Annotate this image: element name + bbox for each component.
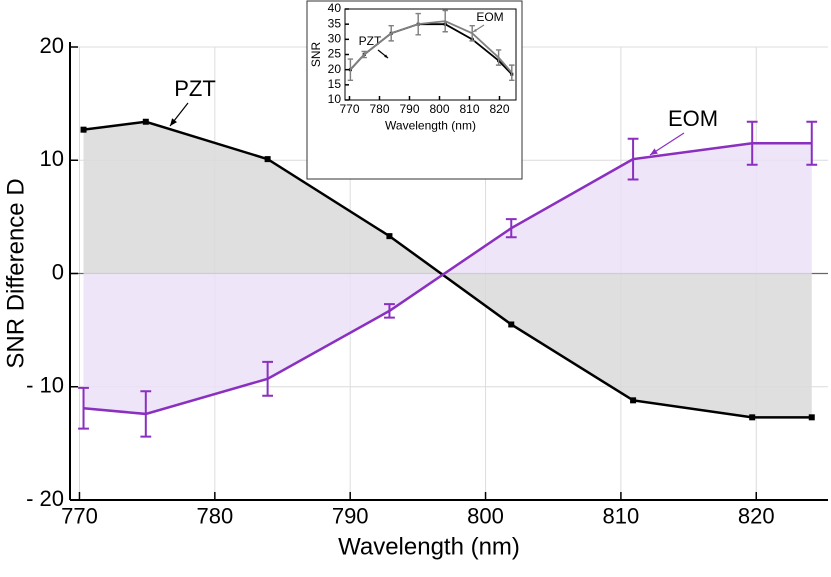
error-bar	[388, 24, 394, 42]
x-tick-label: 800	[429, 102, 449, 116]
y-tick-label: 20	[328, 62, 342, 76]
main-chart: PZT EOM 770 780 790 800 810 820 - 20 - 10 0 10 20 Wav…	[2, 33, 828, 561]
marker	[386, 233, 393, 240]
marker	[80, 126, 87, 133]
marker	[749, 414, 756, 421]
y-tick-label: 10	[40, 146, 64, 171]
error-bar	[746, 120, 758, 166]
area	[83, 121, 812, 418]
marker	[630, 397, 637, 404]
x-tick-label: 810	[459, 102, 479, 116]
marker	[508, 321, 515, 328]
marker	[142, 118, 149, 125]
error-bar	[384, 303, 395, 319]
x-tick-label: 790	[399, 102, 419, 116]
arrow-head	[650, 148, 658, 155]
error-bar	[495, 49, 502, 66]
series-line	[83, 142, 812, 416]
x-tick-label: 800	[467, 503, 504, 528]
x-tick-label: 820	[738, 503, 775, 528]
y-tick-label: - 10	[26, 373, 64, 398]
series-label: PZT	[359, 34, 382, 48]
y-tick-label: 35	[328, 16, 342, 30]
y-tick-label: - 20	[26, 486, 64, 511]
x-tick-label: 770	[339, 102, 359, 116]
y-tick-label: 10	[328, 92, 342, 106]
error-bar	[806, 120, 818, 166]
error-bar	[442, 9, 448, 33]
arrow-head	[384, 54, 388, 58]
x-tick-label: 780	[369, 102, 389, 116]
series-label: EOM	[476, 10, 503, 24]
arrow-head	[170, 118, 177, 126]
series-line	[83, 120, 812, 419]
x-tick-label: 790	[332, 503, 369, 528]
y-axis-title: SNR	[309, 42, 323, 68]
error-bar	[505, 218, 517, 239]
error-bar	[509, 64, 515, 82]
x-tick-label: 820	[489, 102, 509, 116]
y-tick-label: 30	[328, 32, 342, 46]
marker	[808, 414, 815, 421]
marker	[264, 156, 271, 163]
y-tick-label: 20	[40, 33, 64, 58]
error-bar	[140, 390, 152, 438]
x-axis-title: Wavelength (nm)	[338, 534, 520, 561]
series-label: EOM	[668, 106, 718, 131]
y-tick-label: 15	[328, 77, 342, 91]
error-bar	[627, 137, 639, 181]
y-tick-label: 25	[328, 47, 342, 61]
error-bar	[415, 12, 421, 36]
series-label: PZT	[174, 76, 216, 101]
y-tick-label: 0	[52, 259, 64, 284]
error-bar	[469, 24, 475, 42]
area	[83, 143, 812, 414]
x-tick-label: 780	[196, 503, 233, 528]
y-tick-label: 40	[328, 1, 342, 15]
x-axis-title: Wavelength (nm)	[385, 119, 476, 133]
x-tick-label: 770	[61, 503, 98, 528]
error-bar	[78, 386, 89, 430]
y-axis-title: SNR Difference D	[2, 178, 29, 368]
arrow-head	[473, 28, 477, 32]
error-bar	[347, 58, 354, 82]
x-tick-label: 810	[603, 503, 640, 528]
inset-frame	[306, 0, 523, 180]
series-line	[349, 20, 513, 74]
error-bar	[262, 360, 274, 397]
error-bar	[361, 50, 367, 59]
